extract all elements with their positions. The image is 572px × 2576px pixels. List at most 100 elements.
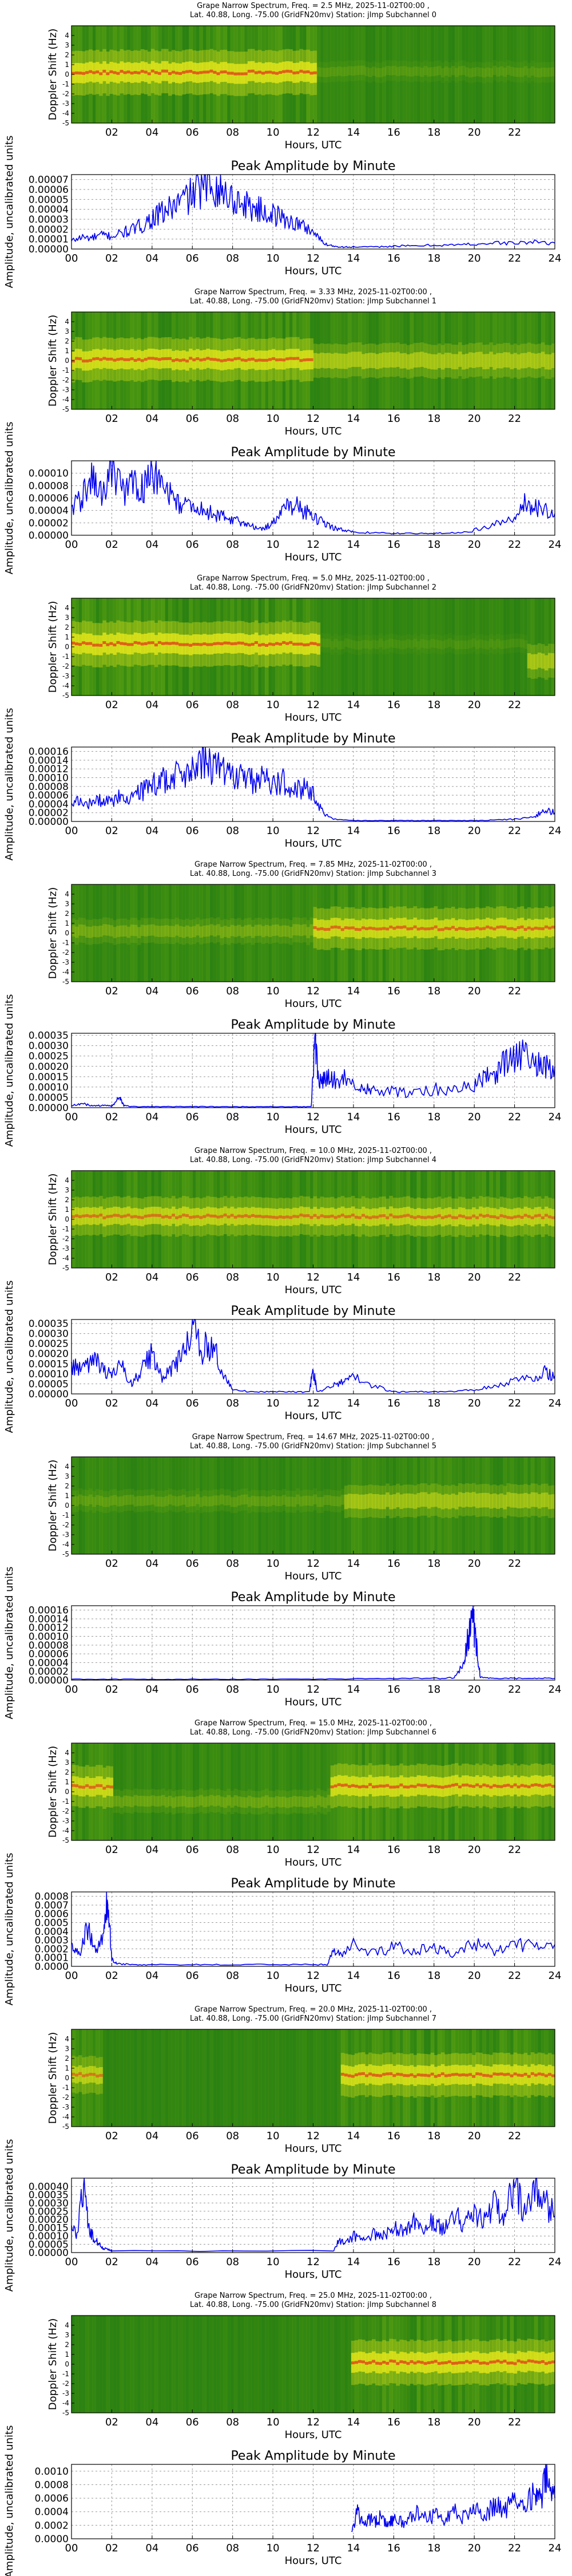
heatmap-column [147,1743,152,1840]
heatmap-band-core [489,2075,493,2078]
heatmap-band-core [454,2073,459,2076]
heatmap-band-glow [437,1484,442,1518]
heatmap-band-glow [357,342,362,377]
heatmap-band-core [510,2074,514,2077]
spectrum-ytick-label: 2 [65,1768,69,1776]
amplitude-xtick-label: 22 [508,539,521,551]
spectrum-ytick-label: 4 [65,31,69,39]
heatmap-band-glow [420,1483,424,1516]
heatmap-column [468,26,472,123]
heatmap-band-core [330,1214,335,1218]
amplitude-xtick-label: 08 [226,539,239,551]
heatmap-band-core [444,2361,448,2364]
heatmap-band [309,1796,314,1807]
heatmap-column [306,1743,311,1840]
heatmap-band [268,926,272,937]
heatmap-column [289,1457,293,1554]
heatmap-column [444,26,448,123]
heatmap-column [451,26,455,123]
heatmap-band-core [272,643,276,646]
heatmap-band [413,352,418,368]
heatmap-band-core [120,70,124,73]
heatmap-column [513,312,518,409]
heatmap-band-core [272,1215,276,1219]
heatmap-band [403,66,407,76]
heatmap-band-glow [386,1483,390,1516]
heatmap-column [172,1743,176,1840]
heatmap-column [133,1457,138,1554]
heatmap-column [420,1457,424,1554]
heatmap-column [137,2029,141,2127]
heatmap-band-glow [517,345,521,379]
heatmap-column [147,1457,152,1554]
heatmap-column [178,2316,182,2413]
heatmap-column [220,884,224,982]
heatmap-column [296,1457,300,1554]
heatmap-band-glow [420,342,424,377]
amplitude-xtick-label: 02 [105,1397,118,1409]
heatmap-column [403,1457,407,1554]
heatmap-band-core [444,927,448,930]
heatmap-band-glow [92,919,96,944]
heatmap-column [347,2316,352,2413]
heatmap-band-glow [333,343,338,378]
heatmap-band-glow [375,62,379,83]
subchannel-3-group: Grape Narrow Spectrum, Freq. = 7.85 MHz,… [3,860,561,1147]
heatmap-band [323,353,328,369]
amplitude-ytick-label: 0.00025 [29,1338,69,1350]
heatmap-band-core [185,70,189,73]
heatmap-column [150,1457,155,1554]
heatmap-band-glow [292,917,296,942]
heatmap-band-core [265,643,269,647]
heatmap-column [362,26,366,123]
heatmap-band-core [347,1215,352,1218]
heatmap-band-core [140,1216,145,1219]
heatmap-band-core [130,357,134,361]
heatmap-band [440,641,445,650]
heatmap-band [237,1796,241,1807]
spectrum-ytick-label: -2 [62,949,69,957]
heatmap-band [154,1496,158,1507]
heatmap-band-core [430,927,435,930]
heatmap-band-core [458,1785,462,1788]
heatmap-band-glow [468,62,472,84]
heatmap-column [120,884,124,982]
heatmap-band [113,1796,117,1807]
heatmap-band-core [451,2073,455,2076]
heatmap-column [189,1457,193,1554]
heatmap-band-core [372,927,376,930]
heatmap-band [309,924,314,936]
spectrum-ytick-label: 1 [65,347,69,355]
heatmap-band-core [154,71,158,74]
heatmap-band [399,66,404,76]
heatmap-band [299,1496,303,1507]
heatmap-band-glow [541,1484,545,1516]
heatmap-column [126,1457,131,1554]
heatmap-band [382,352,386,368]
heatmap-column [247,1457,252,1554]
amplitude-xtick-label: 12 [307,1684,320,1696]
heatmap-band-core [357,1785,362,1789]
heatmap-band [506,65,511,75]
amplitude-xtick-label: 24 [549,1111,562,1123]
heatmap-column [157,884,162,982]
heatmap-band [351,640,355,649]
heatmap-band-glow [434,345,438,379]
heatmap-column [392,1457,396,1554]
heatmap-band-core [340,1214,345,1217]
heatmap-band [368,353,372,368]
heatmap-column [468,598,472,696]
heatmap-band-glow [161,1788,165,1812]
heatmap-band-core [202,1215,206,1218]
heatmap-band-core [437,1214,442,1218]
heatmap-column [106,884,110,982]
heatmap-band-glow [392,1485,396,1518]
heatmap-column [150,884,155,982]
spectrum-ytick-label: 3 [65,327,69,335]
heatmap-band-core [447,2360,452,2364]
heatmap-band [434,354,438,370]
heatmap-band-core [420,927,424,930]
heatmap-band-glow [465,61,469,82]
heatmap-band-glow [472,62,476,83]
amplitude-xtick-label: 04 [145,1397,158,1409]
